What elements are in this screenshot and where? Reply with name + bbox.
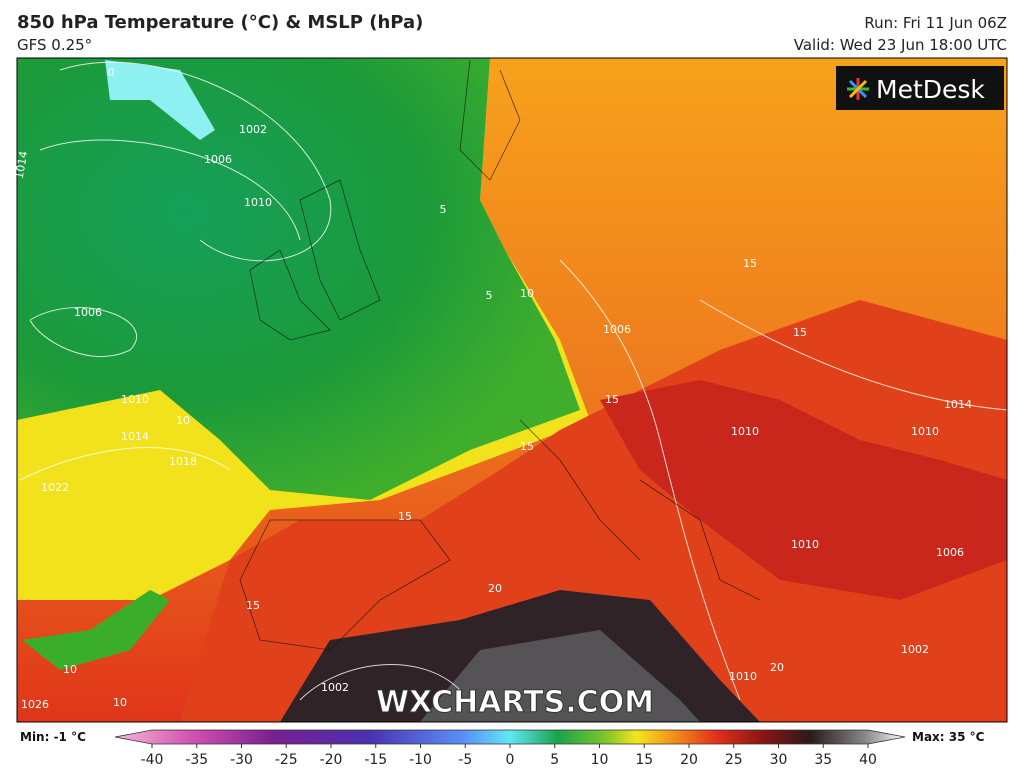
colorbar-tick-label: 30 [770,752,788,768]
contour-label: 1014 [121,430,149,443]
colorbar-tick-label: -25 [275,752,298,768]
colorbar-tick-label: 15 [635,752,653,768]
legend-max: Max: 35 °C [912,730,985,744]
legend-min: Min: -1 °C [20,730,86,744]
contour-label: 15 [793,326,807,339]
contour-label: 1026 [21,698,49,711]
contour-label: 1010 [791,538,819,551]
colorbar-tick-label: -40 [141,752,164,768]
contour-label: 5 [440,203,447,216]
contour-label: 1018 [169,455,197,468]
colorbar-tick-label: 35 [814,752,832,768]
contour-label: 10 [176,414,190,427]
contour-label: 1010 [729,670,757,683]
contour-label: 1006 [74,306,102,319]
contour-label: 15 [743,257,757,270]
contour-label: 1014 [944,398,972,411]
contour-label: 10 [520,287,534,300]
contour-label: 1002 [239,123,267,136]
colorbar-tick-label: 10 [591,752,609,768]
colorbar-tick-label: 25 [725,752,743,768]
contour-label: 15 [398,510,412,523]
logo: MetDesk [876,75,985,104]
contour-label: 1006 [204,153,232,166]
colorbar-tick-label: 20 [680,752,698,768]
colorbar-tick-label: 40 [859,752,877,768]
contour-label: 15 [246,599,260,612]
contour-label: 10 [113,696,127,709]
contour-label: 1002 [321,681,349,694]
contour-label: 15 [605,393,619,406]
colorbar-tick-label: 0 [506,752,515,768]
contour-label: 1010 [244,196,272,209]
colorbar-tick-label: -5 [458,752,472,768]
colorbar-tick-label: -20 [320,752,343,768]
contour-label: 1002 [901,643,929,656]
contour-label: 1010 [731,425,759,438]
logo-icon [847,78,869,100]
map [17,58,1007,722]
contour-label: 1014 [13,150,31,180]
run: Run: Fri 11 Jun 06Z [864,14,1007,32]
title: 850 hPa Temperature (°C) & MSLP (hPa) [17,12,423,33]
colorbar [114,729,906,745]
colorbar-tick-label: -35 [185,752,208,768]
colorbar-tick-label: -15 [364,752,387,768]
contour-label: 1022 [41,481,69,494]
contour-label: 20 [770,661,784,674]
colorbar-tick-label: 5 [550,752,559,768]
contour-label: 20 [488,582,502,595]
contour-label: 1010 [121,393,149,406]
contour-label: 5 [486,289,493,302]
colorbar-tick-label: -30 [230,752,253,768]
colorbar-tick-label: -10 [409,752,432,768]
contour-label: 1010 [911,425,939,438]
contour-label: 15 [520,440,534,453]
contour-label: 1006 [936,546,964,559]
contour-label: 1006 [603,323,631,336]
watermark: WXCHARTS.COM [376,685,654,720]
valid: Valid: Wed 23 Jun 18:00 UTC [794,36,1007,54]
contour-label: 10 [63,663,77,676]
model: GFS 0.25° [17,36,92,54]
contour-label: 0 [108,66,115,79]
